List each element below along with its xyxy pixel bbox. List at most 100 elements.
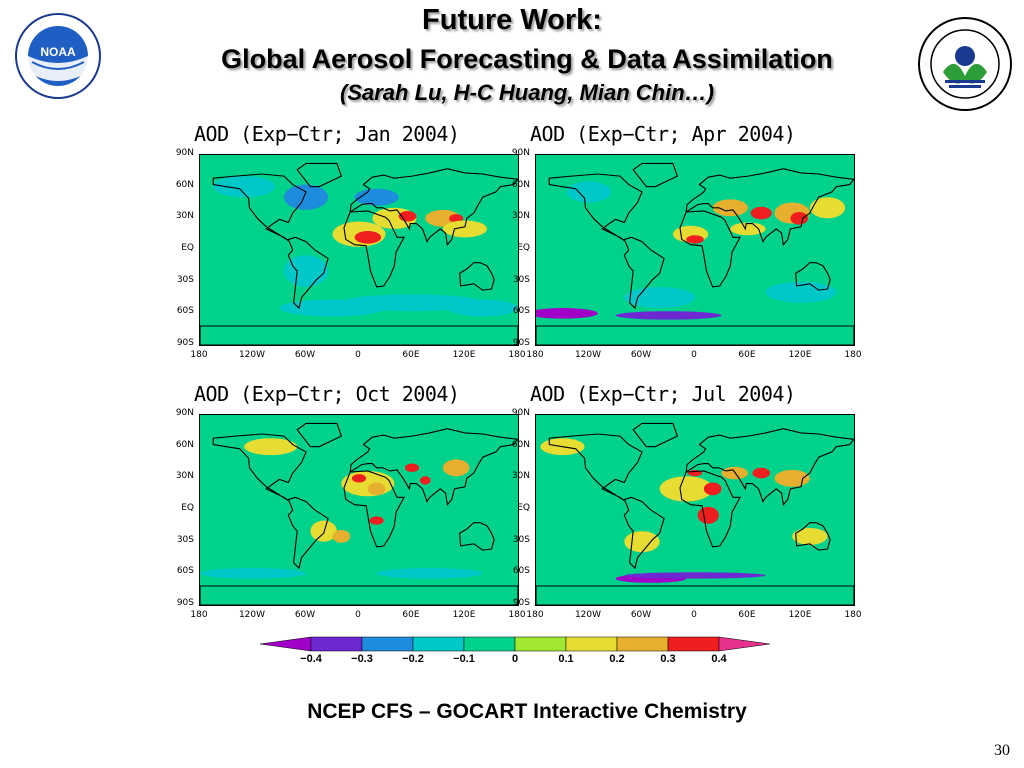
lon-tick-label: 120E bbox=[452, 610, 476, 620]
lat-tick-label: 30N bbox=[511, 211, 530, 222]
lat-tick-label: EQ bbox=[517, 243, 530, 253]
coastline bbox=[343, 470, 405, 548]
lat-tick-label: 60S bbox=[512, 306, 530, 317]
aod-anomaly-region bbox=[341, 294, 483, 312]
map-panel-jul-2004: AOD (Exp−Ctr; Jul 2004) 90N 60N 30N EQ 30S 60… bbox=[500, 382, 862, 628]
lat-tick-label: 90N bbox=[175, 408, 194, 418]
aod-field bbox=[200, 155, 518, 345]
coastline bbox=[212, 173, 307, 241]
lat-tick-label: 90N bbox=[175, 148, 194, 158]
aod-anomaly-region bbox=[792, 527, 828, 545]
aod-anomaly-region bbox=[697, 506, 719, 524]
coastline bbox=[296, 162, 343, 188]
aod-anomaly-region bbox=[376, 568, 483, 579]
slide-subtitle: Global Aerosol Forecasting & Data Assimi… bbox=[221, 44, 833, 74]
map-panel-oct-2004: AOD (Exp−Ctr; Oct 2004) 90N 60N 30N EQ 30S 60… bbox=[164, 382, 526, 628]
lat-tick-label: 60N bbox=[175, 439, 194, 450]
map-panel-jan-2004: AOD (Exp−Ctr; Jan 2004) 90N 60N 30N EQ 30S 60… bbox=[164, 122, 526, 368]
aod-anomaly-region bbox=[283, 184, 329, 210]
panel-title: AOD (Exp−Ctr; Oct 2004) bbox=[194, 382, 460, 406]
aod-map bbox=[199, 154, 519, 346]
coastline bbox=[349, 428, 518, 507]
lat-tick-label: 30N bbox=[175, 471, 194, 482]
lat-tick-label: EQ bbox=[181, 503, 194, 513]
lon-tick-label: 60W bbox=[294, 610, 316, 620]
lon-tick-label: 180 bbox=[844, 610, 862, 620]
lon-tick-label: 60E bbox=[738, 610, 756, 620]
lat-tick-label: 90S bbox=[176, 598, 194, 608]
aod-anomaly-region bbox=[703, 482, 722, 496]
lon-tick-label: 180 bbox=[526, 350, 544, 360]
aod-anomaly-region bbox=[750, 206, 772, 220]
lat-tick-label: 30S bbox=[512, 534, 530, 545]
coastline bbox=[459, 522, 495, 551]
lat-tick-label: 60N bbox=[175, 179, 194, 190]
coastline bbox=[632, 162, 679, 188]
lon-tick-label: 120W bbox=[238, 350, 266, 360]
coastline bbox=[287, 236, 329, 310]
coastline bbox=[623, 496, 665, 570]
colorbar-tick-label: 0 bbox=[512, 653, 518, 665]
coastline bbox=[212, 433, 307, 501]
lon-tick-label: 0 bbox=[355, 610, 361, 620]
coastline bbox=[536, 325, 854, 345]
aod-anomaly-region bbox=[244, 438, 298, 456]
aod-anomaly-region bbox=[332, 530, 351, 543]
aod-map bbox=[199, 414, 519, 606]
lon-tick-label: 0 bbox=[691, 610, 697, 620]
lon-tick-label: 120E bbox=[788, 610, 812, 620]
colorbar-tick-label: 0.3 bbox=[660, 653, 675, 665]
lon-tick-label: 60E bbox=[738, 350, 756, 360]
coastline bbox=[795, 522, 831, 551]
lon-tick-label: 60W bbox=[630, 350, 652, 360]
colorbar-tick-label: −0.2 bbox=[402, 653, 424, 665]
lon-tick-label: 180 bbox=[190, 350, 208, 360]
colorbar-tick-label: −0.4 bbox=[300, 653, 323, 665]
aod-anomaly-region bbox=[765, 281, 837, 303]
aod-anomaly-region bbox=[351, 474, 367, 483]
lat-tick-label: 90S bbox=[176, 338, 194, 348]
colorbar-segment bbox=[667, 636, 720, 652]
aod-anomaly-region bbox=[354, 231, 382, 244]
lat-tick-label: 90S bbox=[512, 338, 530, 348]
coastline bbox=[795, 262, 831, 291]
aod-anomaly-region bbox=[442, 459, 470, 477]
aod-anomaly-region bbox=[419, 476, 431, 485]
coastline bbox=[459, 262, 495, 291]
colorbar-tick-label: −0.1 bbox=[453, 653, 475, 665]
lat-tick-label: 30S bbox=[176, 534, 194, 545]
aod-anomaly-region bbox=[404, 463, 420, 472]
lon-tick-label: 60W bbox=[630, 610, 652, 620]
coastline bbox=[679, 470, 741, 548]
lon-tick-label: 180 bbox=[508, 610, 526, 620]
lon-tick-label: 60E bbox=[402, 610, 420, 620]
coastline bbox=[548, 173, 643, 241]
lat-tick-label: EQ bbox=[517, 503, 530, 513]
aod-anomaly-region bbox=[774, 469, 810, 487]
coastline bbox=[632, 422, 679, 448]
lon-tick-label: 120W bbox=[238, 610, 266, 620]
colorbar-tick-label: −0.3 bbox=[351, 653, 373, 665]
lat-tick-label: 60S bbox=[176, 566, 194, 577]
panel-title: AOD (Exp−Ctr; Apr 2004) bbox=[530, 122, 796, 146]
lat-tick-label: EQ bbox=[181, 243, 194, 253]
aod-anomaly-region bbox=[566, 181, 612, 203]
lon-tick-label: 180 bbox=[526, 610, 544, 620]
lon-tick-label: 0 bbox=[691, 350, 697, 360]
lon-tick-label: 180 bbox=[844, 350, 862, 360]
aod-anomaly-region bbox=[369, 516, 384, 525]
lon-tick-label: 120W bbox=[574, 610, 602, 620]
colorbar-segment bbox=[565, 636, 618, 652]
coastline bbox=[200, 325, 518, 345]
colorbar-tick-label: 0.1 bbox=[558, 653, 573, 665]
colorbar-segment bbox=[412, 636, 465, 652]
lon-tick-label: 120E bbox=[452, 350, 476, 360]
aod-anomaly-region bbox=[624, 286, 695, 309]
lon-tick-label: 120W bbox=[574, 350, 602, 360]
lon-tick-label: 60E bbox=[402, 350, 420, 360]
panel-title: AOD (Exp−Ctr; Jan 2004) bbox=[194, 122, 460, 146]
coastline bbox=[685, 168, 854, 247]
lat-tick-label: 30S bbox=[176, 274, 194, 285]
coastline bbox=[623, 236, 665, 310]
coastline bbox=[343, 210, 405, 288]
